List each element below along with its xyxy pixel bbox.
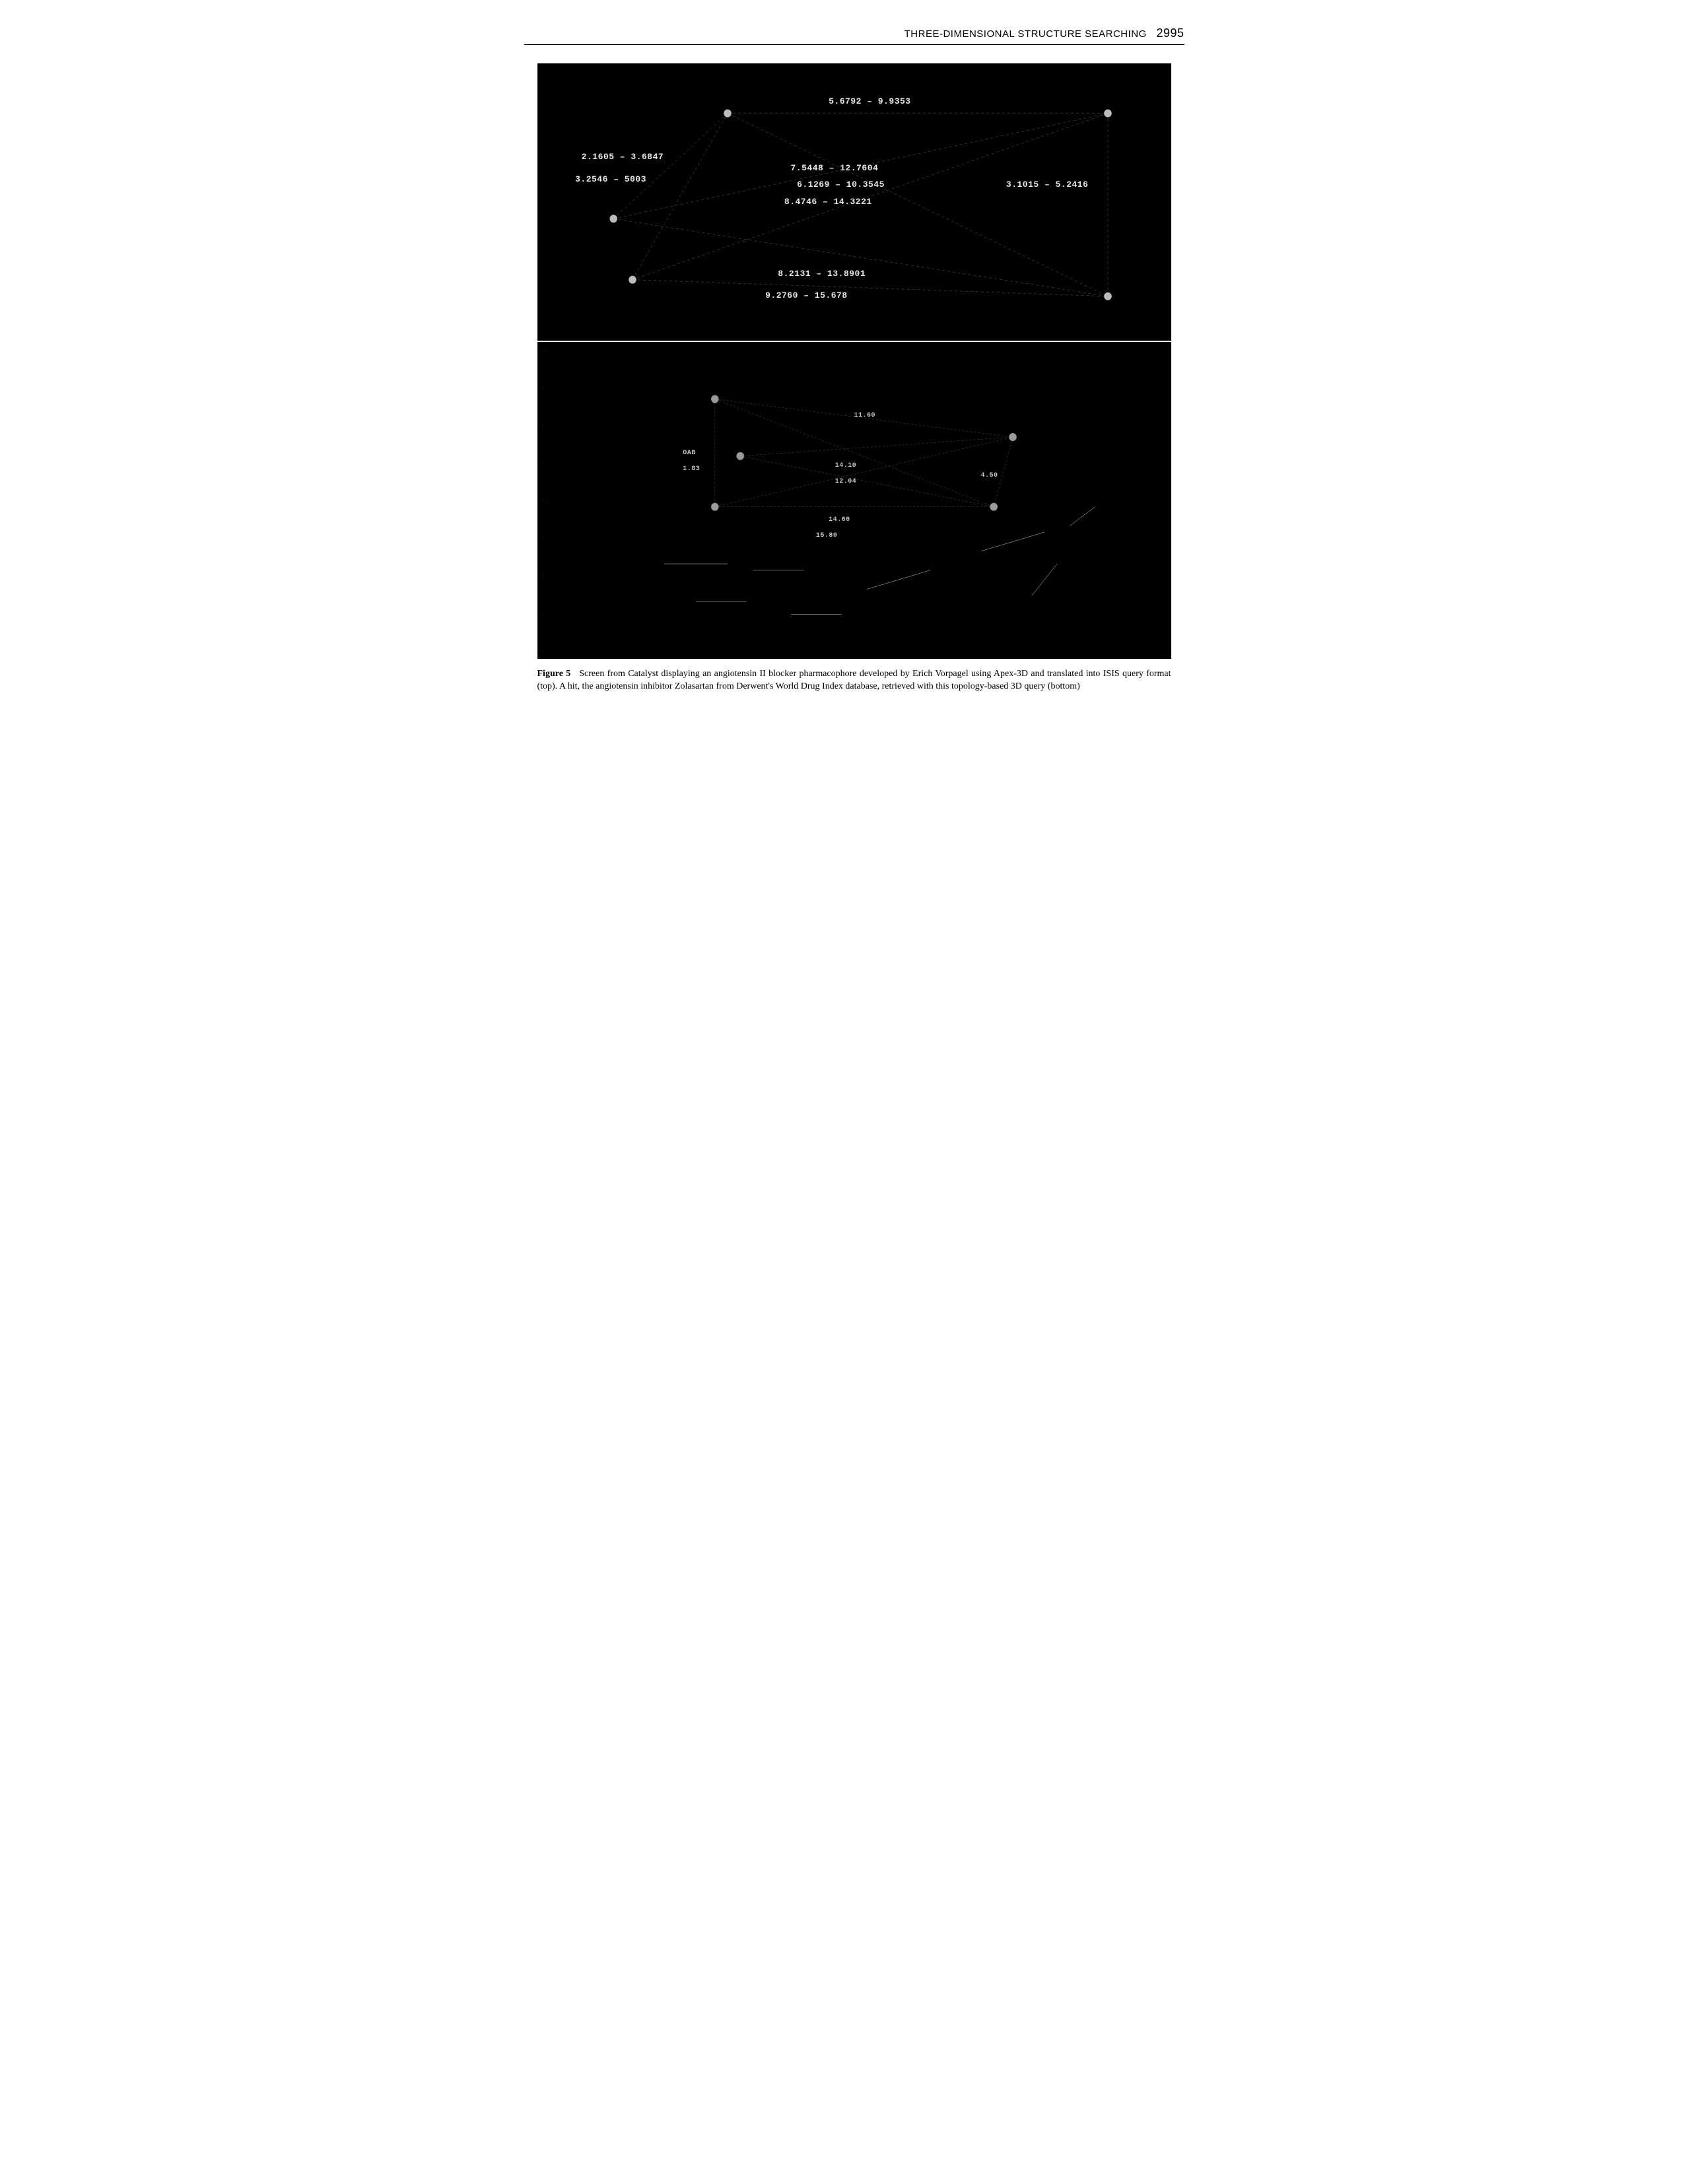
distance-label: 8.2131 – 13.8901	[778, 269, 866, 279]
distance-label: 12.04	[835, 478, 857, 485]
distance-label: 3.2546 – 5003	[575, 174, 646, 184]
distance-label: 3.1015 – 5.2416	[1006, 180, 1089, 189]
distance-label: 8.4746 – 14.3221	[784, 197, 872, 207]
pharmacophore-panel-top: 5.6792 – 9.9353 2.1605 – 3.6847 3.2546 – 5…	[537, 63, 1171, 341]
page: THREE-DIMENSIONAL STRUCTURE SEARCHING 29…	[524, 26, 1184, 693]
distance-label: 4.50	[981, 472, 998, 479]
distance-label: 7.5448 – 12.7604	[791, 163, 879, 173]
distance-label: OAB	[683, 450, 696, 457]
wireframe-bottom	[537, 342, 1171, 659]
distance-label: 9.2760 – 15.678	[765, 291, 848, 300]
distance-label: 14.10	[835, 462, 857, 469]
page-number: 2995	[1156, 26, 1184, 40]
figure-caption-text: Screen from Catalyst displaying an angio…	[537, 669, 1171, 691]
pharmacophore-panel-bottom: ·:·:··:·:·: 11.60OAB1.8314.1012.044.5014…	[537, 342, 1171, 659]
distance-label: 1.83	[683, 465, 700, 473]
distance-label: 11.60	[854, 412, 876, 419]
figure-label: Figure 5	[537, 669, 571, 679]
running-header: THREE-DIMENSIONAL STRUCTURE SEARCHING 29…	[524, 26, 1184, 45]
figure-5: 5.6792 – 9.9353 2.1605 – 3.6847 3.2546 – 5…	[537, 63, 1171, 693]
distance-label: 5.6792 – 9.9353	[829, 96, 911, 106]
distance-label: 6.1269 – 10.3545	[797, 180, 885, 189]
distance-label: 14.60	[829, 516, 850, 524]
distance-label: 15.80	[816, 532, 838, 539]
distance-label: 2.1605 – 3.6847	[582, 152, 664, 162]
running-title: THREE-DIMENSIONAL STRUCTURE SEARCHING	[905, 28, 1147, 40]
figure-caption: Figure 5 Screen from Catalyst displaying…	[537, 668, 1171, 693]
